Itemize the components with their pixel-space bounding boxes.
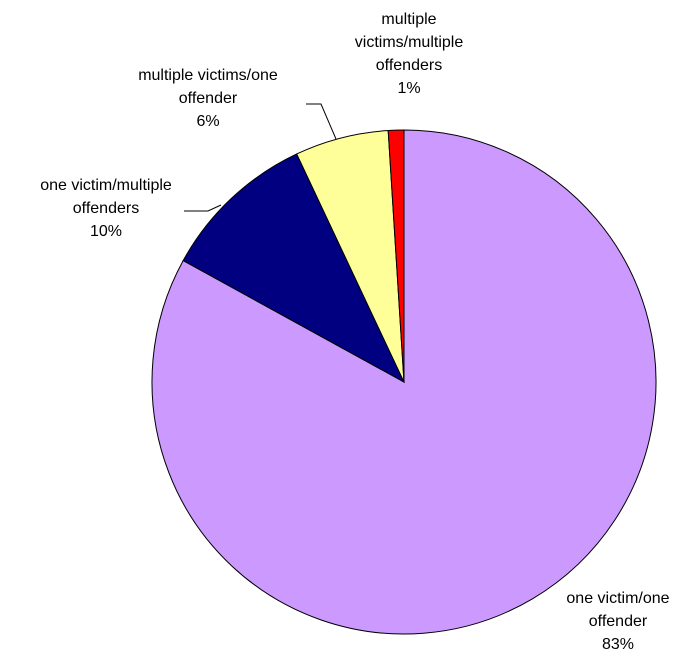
slice-category-label-line: multiple victims/one	[138, 67, 278, 84]
slice-percent-label: 6%	[196, 113, 219, 130]
slice-label-one-victim-one-offender: one victim/one offender 83%	[566, 590, 669, 653]
pie-slice-multiple-victims-multiple-offenders	[387, 129, 405, 383]
slice-percent-label: 1%	[397, 80, 420, 97]
slice-category-label-line: victims/multiple	[355, 34, 464, 51]
slice-category-label-line: offender	[179, 90, 238, 107]
slice-percent-label: 10%	[90, 223, 122, 240]
slice-category-label-line: offender	[589, 613, 648, 630]
slice-category-label-line: one victim/one	[566, 590, 669, 607]
slice-label-multiple-victims-multiple-offenders: multiple victims/multiple offenders 1%	[355, 11, 464, 97]
slice-percent-label: 83%	[602, 636, 634, 653]
slice-label-one-victim-multiple-offenders: one victim/multiple offenders 10%	[40, 177, 172, 240]
slice-category-label-line: multiple	[381, 11, 436, 28]
leader-line-one-victim-multiple-offenders	[184, 204, 222, 212]
slice-label-multiple-victims-one-offender: multiple victims/one offender 6%	[138, 67, 278, 130]
leader-line-multiple-victims-one-offender	[306, 103, 337, 140]
slice-category-label-line: one victim/multiple	[40, 177, 172, 194]
slice-category-label-line: offenders	[376, 57, 442, 74]
slice-category-label-line: offenders	[73, 200, 139, 217]
pie-slice-one-victim-multiple-offenders	[182, 153, 406, 384]
